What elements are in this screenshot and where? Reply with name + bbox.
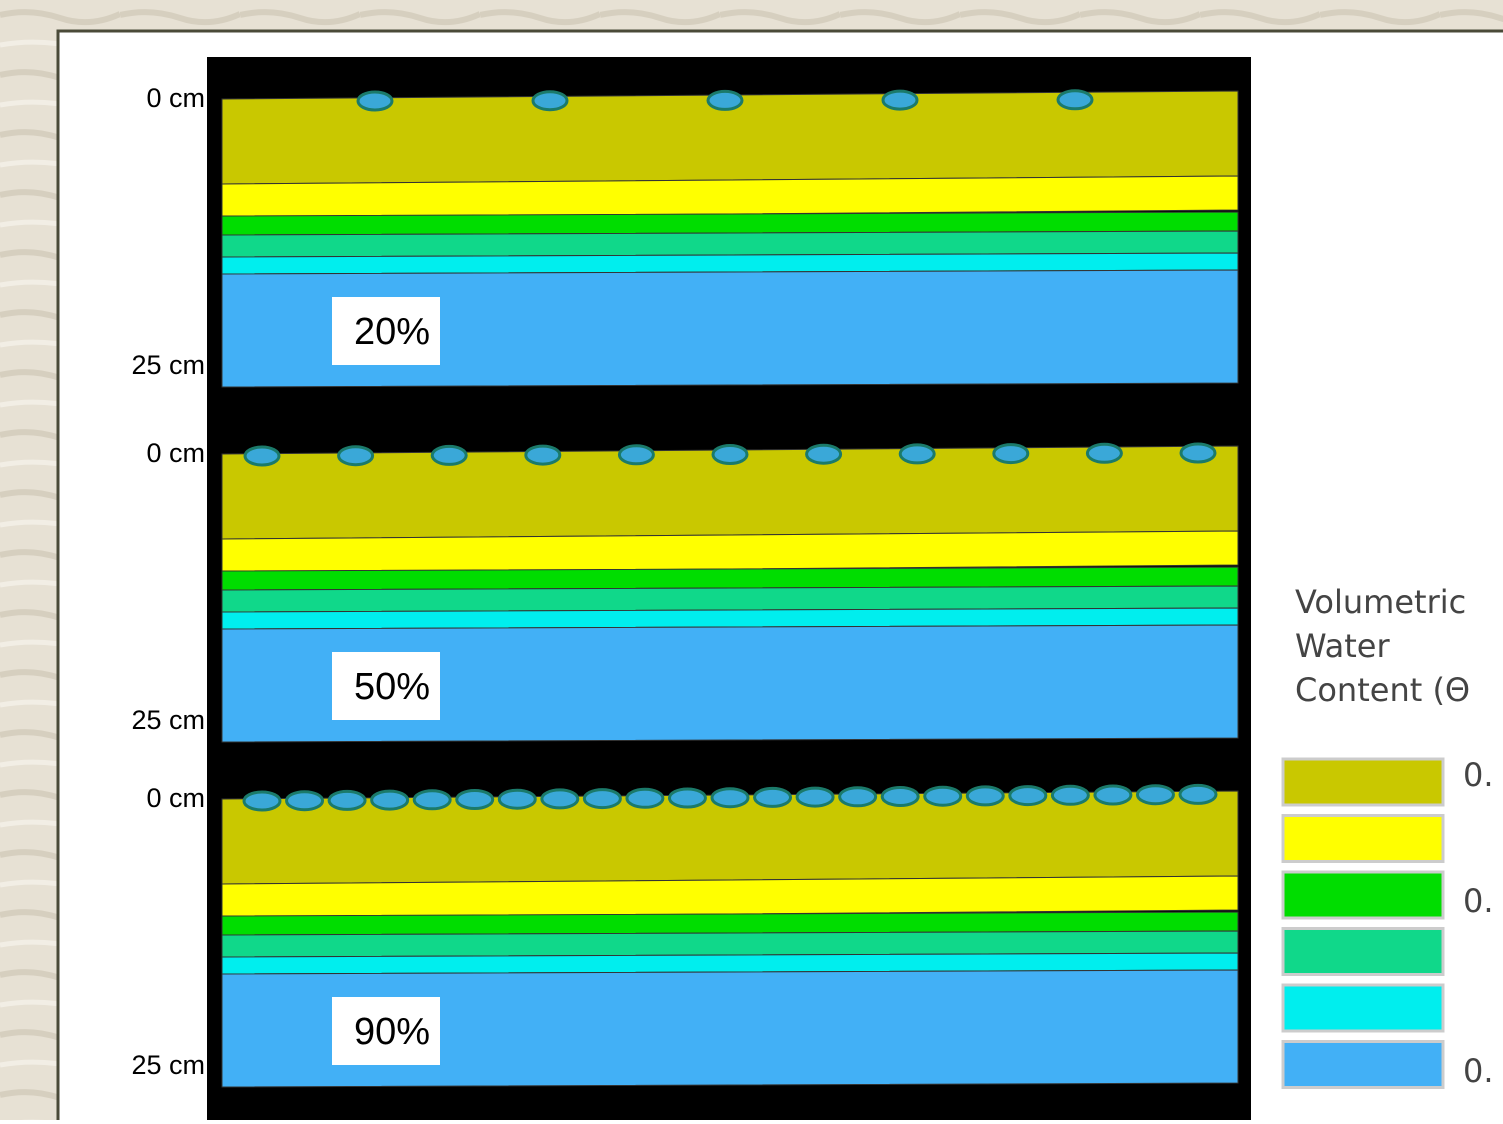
emitter (244, 792, 280, 810)
soil-panel: 0 cm 25 cm 20% (131, 83, 1238, 387)
emitter (1095, 786, 1131, 804)
depth-label: 25 cm (131, 350, 205, 380)
panel-label: 50% (354, 666, 430, 708)
soil-panel: 0 cm 25 cm 90% (131, 783, 1238, 1087)
emitter (542, 790, 578, 808)
emitter (526, 446, 560, 464)
emitter (287, 792, 323, 810)
emitter (1137, 786, 1173, 804)
emitter (708, 91, 742, 109)
emitter (755, 788, 791, 806)
legend-swatch (1283, 985, 1443, 1031)
emitter (457, 791, 493, 809)
panel-label: 20% (354, 311, 430, 353)
legend-label: 0. (1463, 1052, 1494, 1090)
legend-label: 0. (1463, 756, 1494, 794)
soil-layer (222, 586, 1238, 612)
depth-label: 0 cm (146, 783, 205, 813)
legend-swatch (1283, 929, 1443, 975)
emitter (339, 447, 373, 465)
emitter (584, 790, 620, 808)
depth-label: 25 cm (131, 705, 205, 735)
depth-label: 25 cm (131, 1050, 205, 1080)
soil-layer (222, 876, 1238, 918)
emitter (619, 446, 653, 464)
soil-layer (222, 176, 1238, 218)
emitter (797, 788, 833, 806)
legend-title: Water (1295, 627, 1390, 665)
legend-title: Content (Θ (1295, 671, 1470, 709)
legend-title: Volumetric (1295, 583, 1466, 621)
emitter (883, 91, 917, 109)
legend-swatch (1283, 759, 1443, 805)
emitter (329, 791, 365, 809)
emitter (627, 789, 663, 807)
emitter (882, 788, 918, 806)
emitter (967, 787, 1003, 805)
emitter (713, 446, 747, 464)
emitter (900, 445, 934, 463)
figure: 0 cm 25 cm 20% 0 cm 25 cm 50% 0 cm 25 cm 90% Vol… (0, 0, 1503, 1120)
emitter (807, 445, 841, 463)
emitter (1010, 787, 1046, 805)
emitter (1087, 444, 1121, 462)
emitter (1181, 444, 1215, 462)
emitter (1180, 785, 1216, 803)
emitter (414, 791, 450, 809)
legend-swatch (1283, 816, 1443, 862)
emitter (1058, 91, 1092, 109)
legend-label: 0. (1463, 882, 1494, 920)
emitter (432, 446, 466, 464)
emitter (712, 789, 748, 807)
emitter (994, 445, 1028, 463)
depth-label: 0 cm (146, 83, 205, 113)
soil-panel: 0 cm 25 cm 50% (131, 438, 1238, 742)
emitter (840, 788, 876, 806)
emitter (1052, 786, 1088, 804)
emitter (245, 447, 279, 465)
emitter (533, 92, 567, 110)
depth-label: 0 cm (146, 438, 205, 468)
soil-layer (222, 531, 1238, 573)
emitter (358, 92, 392, 110)
emitter (499, 790, 535, 808)
emitter (925, 787, 961, 805)
legend-swatch (1283, 872, 1443, 918)
emitter (669, 789, 705, 807)
panel-label: 90% (354, 1011, 430, 1053)
emitter (372, 791, 408, 809)
legend-swatch (1283, 1042, 1443, 1088)
soil-layer (222, 931, 1238, 957)
